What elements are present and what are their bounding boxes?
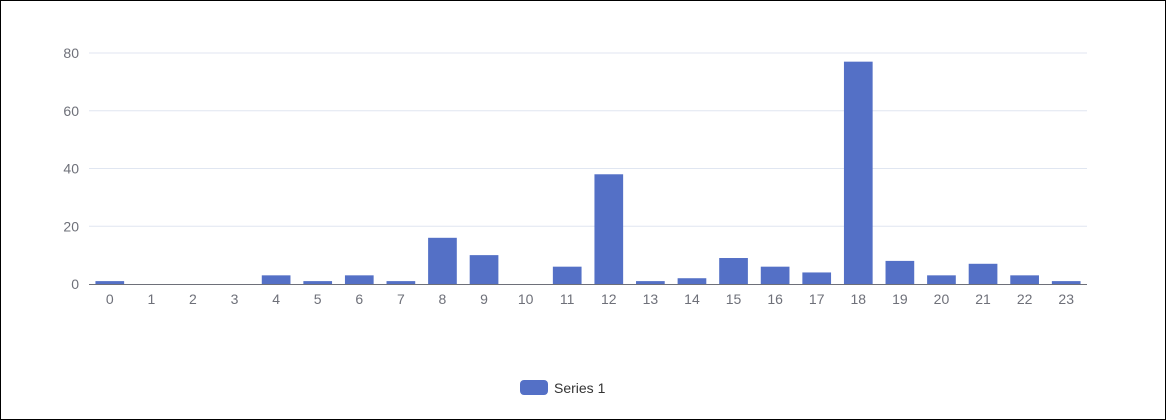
x-tick-label: 2 — [189, 291, 197, 307]
bar[interactable] — [802, 272, 832, 284]
x-tick-label: 21 — [975, 291, 991, 307]
legend: Series 1 — [520, 380, 606, 396]
x-tick-label: 14 — [684, 291, 700, 307]
bar[interactable] — [552, 266, 582, 284]
bar[interactable] — [95, 281, 125, 284]
bar[interactable] — [344, 275, 374, 284]
x-tick-label: 6 — [355, 291, 363, 307]
legend-swatch[interactable] — [520, 380, 548, 395]
bar[interactable] — [303, 281, 333, 284]
bar[interactable] — [594, 174, 624, 284]
y-tick-label: 40 — [63, 161, 79, 177]
bar[interactable] — [885, 260, 915, 284]
x-tick-label: 3 — [231, 291, 239, 307]
y-tick-label: 0 — [71, 276, 79, 292]
grid-lines — [89, 52, 1087, 227]
bar[interactable] — [428, 237, 457, 284]
x-tick-label: 17 — [809, 291, 825, 307]
bar[interactable] — [843, 61, 873, 284]
x-tick-label: 20 — [934, 291, 950, 307]
bar[interactable] — [386, 281, 416, 284]
bar[interactable] — [677, 278, 707, 284]
y-tick-label: 80 — [63, 45, 79, 61]
bar[interactable] — [261, 275, 291, 284]
x-tick-label: 13 — [643, 291, 659, 307]
x-tick-label: 5 — [314, 291, 322, 307]
x-tick-label: 1 — [147, 291, 155, 307]
x-tick-label: 11 — [560, 291, 575, 307]
y-tick-label: 60 — [63, 103, 79, 119]
bar-series — [95, 61, 1081, 284]
bar[interactable] — [968, 263, 998, 284]
x-tick-label: 8 — [439, 291, 447, 307]
x-tick-label: 22 — [1017, 291, 1033, 307]
y-tick-label: 20 — [63, 218, 79, 234]
x-tick-label: 19 — [892, 291, 908, 307]
bar[interactable] — [719, 258, 748, 284]
x-tick-label: 23 — [1058, 291, 1074, 307]
x-tick-label: 15 — [726, 291, 742, 307]
bar[interactable] — [1010, 275, 1039, 284]
bar[interactable] — [927, 275, 956, 284]
x-axis-ticks: 0 1 2 3 4 5 6 7 8 9 10 11 12 13 14 15 16 17 18 19 20 21 22 23 — [106, 291, 1074, 307]
x-tick-label: 12 — [601, 291, 617, 307]
x-tick-label: 18 — [851, 291, 867, 307]
bar[interactable] — [760, 266, 790, 284]
legend-label[interactable]: Series 1 — [554, 380, 606, 396]
x-tick-label: 0 — [106, 291, 114, 307]
bar[interactable] — [469, 255, 499, 284]
y-axis-ticks: 0 20 40 60 80 — [63, 45, 79, 292]
bar[interactable] — [636, 281, 665, 284]
x-tick-label: 9 — [480, 291, 488, 307]
x-tick-label: 10 — [518, 291, 534, 307]
x-tick-label: 7 — [397, 291, 405, 307]
x-tick-label: 16 — [767, 291, 783, 307]
x-tick-label: 4 — [272, 291, 280, 307]
bar[interactable] — [1051, 281, 1081, 284]
